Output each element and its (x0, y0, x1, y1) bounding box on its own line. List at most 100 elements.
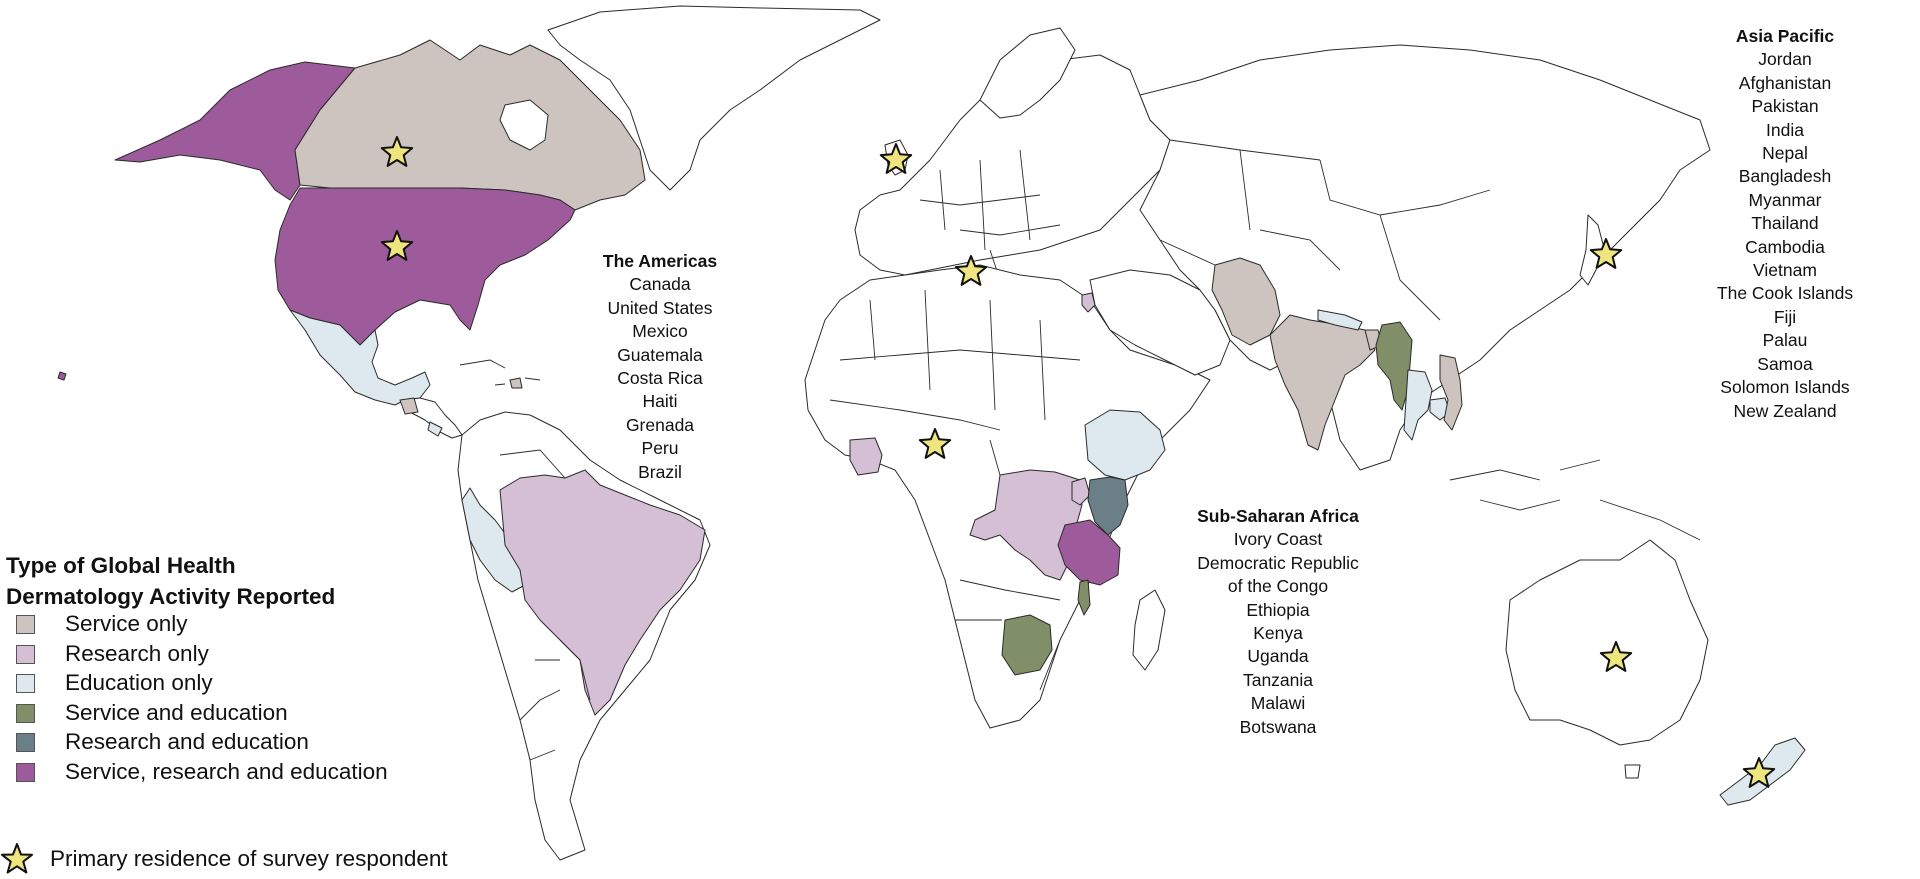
south-america-borders (499, 449, 591, 761)
country-ivory-coast (849, 437, 883, 476)
region-country: Mexico (632, 321, 688, 342)
region-country: Nepal (1762, 143, 1808, 164)
country-kenya (1087, 476, 1129, 536)
legend-item: Service and education (16, 699, 288, 727)
star-icon (879, 143, 913, 174)
region-country: Democratic Republic (1197, 552, 1359, 573)
region-country: Haiti (642, 391, 678, 412)
country-guatemala (399, 397, 419, 415)
respondent-stars (380, 136, 1776, 788)
europe-borders (919, 149, 1061, 301)
region-africa-title: Sub-Saharan Africa (1197, 506, 1359, 526)
asia-borders (1159, 139, 1491, 321)
legend-swatch (16, 673, 35, 693)
region-country: Malawi (1250, 693, 1306, 714)
region-country: India (1766, 119, 1804, 140)
region-country: Solomon Islands (1720, 377, 1850, 398)
region-country: Afghanistan (1738, 72, 1832, 93)
region-country: Peru (641, 438, 679, 459)
legend-label: Research only (65, 641, 209, 666)
legend-title: Type of Global Health Dermatology Activi… (6, 550, 335, 612)
legend-item: Research only (16, 640, 209, 668)
land-scandinavia (979, 27, 1076, 119)
star-icon (1742, 757, 1776, 788)
region-country: Jordan (1758, 49, 1812, 70)
country-botswana (1001, 614, 1053, 676)
region-americas-list: Canada United States Mexico Guatemala Costa … (592, 273, 728, 484)
land-australia (1505, 539, 1709, 746)
region-country: Ivory Coast (1233, 529, 1323, 550)
country-malawi (1077, 579, 1091, 616)
region-country: Fiji (1773, 306, 1797, 327)
region-country: Samoa (1757, 353, 1813, 374)
country-haiti (509, 377, 523, 389)
legend-label: Service and education (65, 700, 288, 725)
country-brazil (499, 469, 706, 716)
region-asia-pacific-list: Jordan Afghanistan Pakistan India Nepal Bangl… (1695, 48, 1875, 423)
legend-label: Education only (65, 670, 213, 695)
region-country: Canada (629, 274, 691, 295)
region-country: Tanzania (1242, 669, 1314, 690)
region-country: Thailand (1751, 213, 1819, 234)
legend-label: Service, research and education (65, 759, 388, 784)
region-country: Vietnam (1753, 260, 1817, 281)
region-country: Kenya (1253, 623, 1303, 644)
star-icon (380, 136, 414, 167)
region-americas-title: The Americas (602, 251, 718, 271)
country-tanzania (1057, 519, 1121, 586)
land-middle-east (1089, 269, 1231, 376)
region-asia-pacific-title: Asia Pacific (1735, 26, 1835, 46)
land-madagascar (1132, 589, 1166, 671)
star-icon (1589, 238, 1623, 269)
region-country: Guatemala (617, 344, 703, 365)
caribbean-islands (459, 359, 541, 386)
region-country: Grenada (625, 414, 695, 435)
legend-swatch (16, 614, 35, 634)
country-united-states (274, 187, 576, 346)
star-icon (918, 428, 952, 459)
region-country: United States (607, 297, 713, 318)
legend-star-label: Primary residence of survey respondent (50, 845, 448, 871)
land-tasmania (1624, 764, 1641, 779)
legend-item: Research and education (16, 728, 309, 756)
region-country: Cambodia (1745, 236, 1825, 257)
africa-borders (829, 289, 1081, 691)
legend-title-line2: Dermatology Activity Reported (6, 584, 336, 609)
country-drc (969, 469, 1083, 581)
legend-item: Service, research and education (16, 758, 388, 786)
region-africa: Sub-Saharan Africa Ivory Coast Democratic… (1176, 505, 1380, 739)
region-country: Brazil (638, 461, 682, 482)
region-country: Palau (1762, 330, 1808, 351)
legend-swatch (16, 732, 35, 752)
region-country: Ethiopia (1246, 599, 1310, 620)
land-greenland (547, 5, 881, 191)
se-asia-islands (1449, 459, 1701, 541)
star-icon (1599, 641, 1633, 672)
country-hawaii (57, 371, 67, 381)
legend-title-line1: Type of Global Health (6, 553, 236, 578)
legend-item: Education only (16, 669, 213, 697)
legend-swatch (16, 644, 35, 664)
legend-swatch (16, 762, 35, 782)
star-icon (1, 843, 33, 874)
region-africa-list: Ivory Coast Democratic Republic of the Con… (1176, 528, 1380, 739)
country-nepal (1317, 309, 1363, 331)
region-americas: The Americas Canada United States Mexico Gu… (592, 250, 728, 484)
country-jordan (1081, 292, 1096, 313)
region-country: Costa Rica (617, 368, 703, 389)
region-country: of the Congo (1227, 576, 1329, 597)
star-icon (954, 255, 988, 286)
star-icon (380, 230, 414, 261)
legend-star-row: Primary residence of survey respondent (0, 842, 448, 875)
region-asia-pacific: Asia Pacific Jordan Afghanistan Pakistan In… (1695, 25, 1875, 423)
country-vietnam (1439, 354, 1463, 431)
country-ethiopia (1084, 409, 1166, 481)
region-country: Myanmar (1748, 189, 1822, 210)
legend-label: Service only (65, 611, 188, 636)
legend-item: Service only (16, 610, 188, 638)
legend-swatch (16, 703, 35, 723)
legend-label: Research and education (65, 729, 309, 754)
region-country: Botswana (1239, 716, 1317, 737)
country-mexico (289, 309, 431, 406)
